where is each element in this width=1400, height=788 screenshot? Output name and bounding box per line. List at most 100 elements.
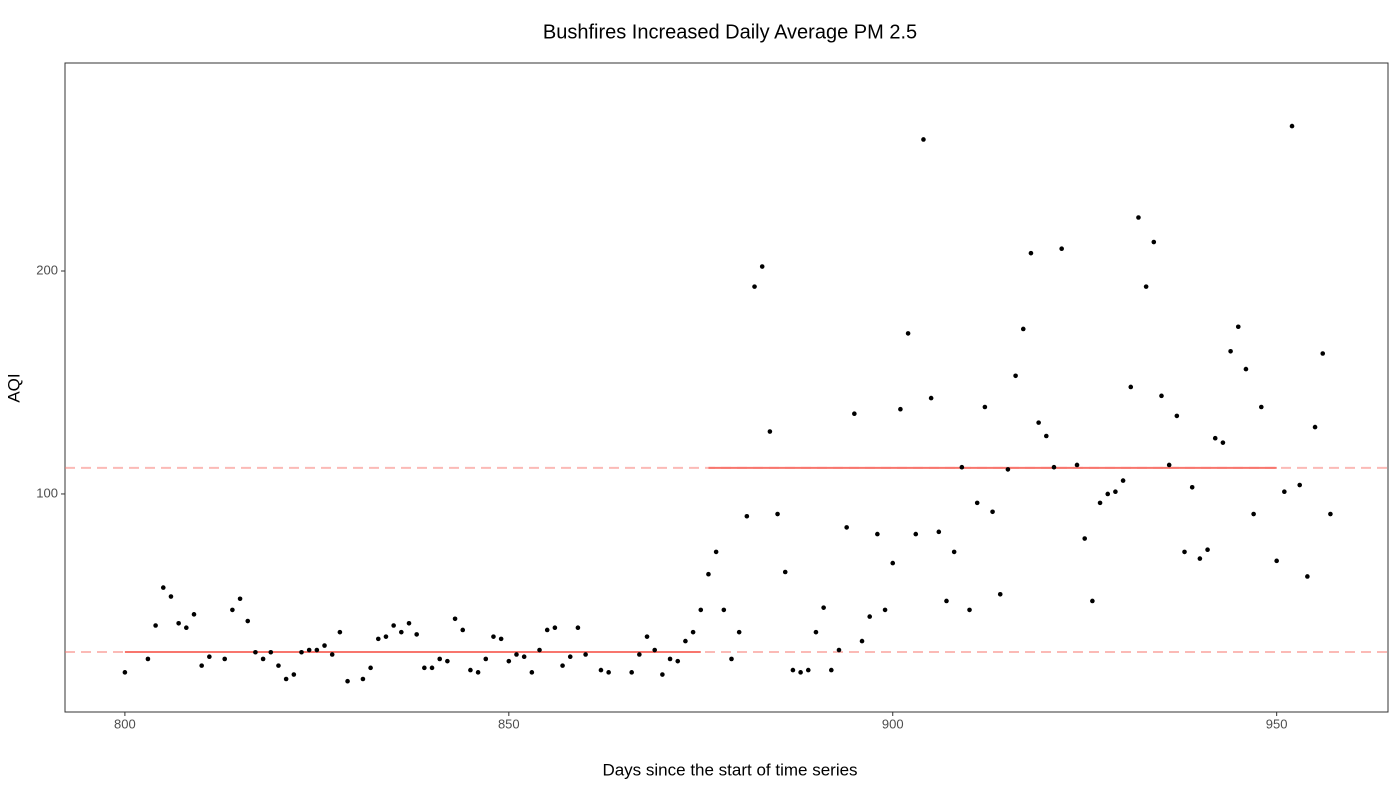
point [368,665,373,671]
point [329,652,335,657]
point [314,647,320,653]
point [399,629,404,635]
point [1074,462,1080,468]
point [153,623,158,628]
y-axis-label: AQI [4,373,23,402]
point [1136,215,1141,220]
point [798,670,803,675]
point [1174,413,1180,419]
point [1013,373,1018,379]
point [560,663,565,668]
point [537,647,542,653]
point [644,634,650,639]
point [1220,440,1226,445]
point [836,647,842,653]
point [468,667,473,673]
point [913,531,919,537]
point [959,464,965,470]
x-tick-label: 950 [1266,716,1288,731]
point [1235,324,1241,330]
point [491,634,496,639]
point [1259,404,1264,410]
point [207,654,212,660]
point [383,634,389,639]
point [445,658,450,664]
point [1297,482,1302,488]
point [1182,549,1187,555]
point [1113,489,1118,495]
point [921,137,926,142]
point [406,620,412,626]
point [683,638,688,644]
point [1274,558,1279,564]
point [1282,489,1287,495]
point [767,429,773,434]
point [652,647,658,653]
point [875,531,880,537]
point [299,649,304,655]
point [813,629,819,635]
point [276,663,281,668]
point [160,585,166,590]
point [882,607,888,613]
point [575,625,581,631]
point [821,605,826,610]
point [1212,435,1218,441]
point [982,404,988,410]
point [1251,511,1256,517]
point [414,632,419,637]
point [1105,491,1111,497]
point [230,607,235,613]
point [1020,326,1026,332]
point [852,411,857,416]
point [567,654,573,660]
point [514,652,519,657]
point [1205,547,1210,552]
point [713,549,719,555]
point [337,629,343,635]
point [974,500,980,506]
x-tick-label: 900 [882,716,904,731]
point [429,665,435,671]
x-tick-label: 800 [114,716,136,731]
point [1005,467,1011,472]
point [606,670,611,675]
point [690,629,696,635]
point [199,663,204,668]
point [176,620,181,626]
point [483,656,489,662]
point [291,672,297,677]
point [1128,384,1134,390]
plot-panel [64,62,1389,713]
point [1328,511,1333,517]
point [452,616,458,622]
point [1159,393,1164,399]
point [260,656,266,662]
point [345,678,350,684]
chart-title: Bushfires Increased Daily Average PM 2.5 [543,21,917,43]
point [1189,484,1195,490]
x-tick-label: 850 [498,716,520,731]
point [1090,598,1095,604]
point [521,654,527,660]
point [944,598,949,604]
point [859,638,865,644]
point [898,406,903,412]
point [905,331,911,336]
point [1243,366,1249,372]
point [736,629,742,635]
point [698,607,704,613]
point [936,529,942,535]
point [1312,424,1318,430]
point [805,667,811,673]
point [306,647,312,653]
point [951,549,957,555]
point [829,667,834,673]
point [759,264,765,269]
point [1059,246,1064,252]
point [245,618,251,624]
point [744,513,750,519]
point [1305,574,1310,579]
point [637,652,642,657]
